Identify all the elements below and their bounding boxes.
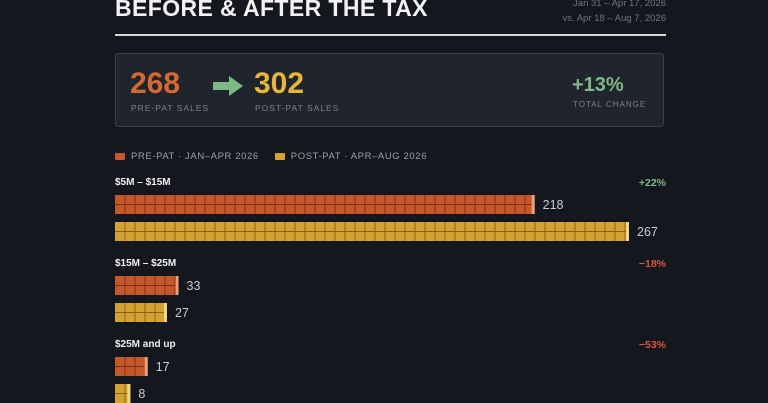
- post-pat-sales-value: 302: [254, 67, 305, 100]
- legend-item-pre: PRE-PAT · JAN–APR 2026: [115, 151, 259, 162]
- legend-item-post: POST-PAT · APR–AUG 2026: [274, 151, 428, 162]
- bar-pre-25m-up: [115, 357, 148, 376]
- total-change-value: +13%: [572, 74, 624, 96]
- page-title: BEFORE & AFTER THE TAX: [115, 0, 428, 21]
- title-divider: [115, 34, 666, 36]
- category-change-15m-25m: −18%: [638, 258, 666, 270]
- chart-legend: PRE-PAT · JAN–APR 2026 POST-PAT · APR–AU…: [115, 151, 443, 162]
- pre-pat-sales-label: PRE-PAT SALES: [131, 103, 210, 113]
- value-label-pre-25m-up: 17: [156, 360, 170, 374]
- pre-pat-sales-value: 268: [130, 67, 181, 100]
- date-range-pre: Jan 31 – Apr 17, 2026: [573, 0, 666, 9]
- date-range-post: vs. Apr 18 – Aug 7, 2026: [562, 13, 666, 24]
- bar-post-25m-up: [115, 384, 131, 403]
- legend-swatch-pre: [115, 153, 125, 160]
- arrow-right-icon: [213, 76, 243, 96]
- post-pat-sales-label: POST-PAT SALES: [255, 103, 340, 113]
- legend-swatch-post: [274, 153, 285, 160]
- category-change-25m-up: −53%: [638, 339, 666, 351]
- bar-post-5m-15m: [115, 222, 629, 241]
- category-label-5m-15m: $5M – $15M: [115, 177, 171, 188]
- legend-label-pre: PRE-PAT · JAN–APR 2026: [131, 151, 259, 162]
- category-label-25m-up: $25M and up: [115, 339, 176, 350]
- date-range: Jan 31 – Apr 17, 2026 vs. Apr 18 – Aug 7…: [562, 0, 666, 26]
- legend-label-post: POST-PAT · APR–AUG 2026: [290, 151, 428, 162]
- value-label-post-5m-15m: 267: [637, 225, 658, 239]
- value-label-pre-15m-25m: 33: [187, 279, 201, 293]
- value-label-post-15m-25m: 27: [175, 306, 189, 320]
- value-label-pre-5m-15m: 218: [543, 198, 564, 212]
- total-change-label: TOTAL CHANGE: [573, 100, 647, 109]
- bar-pre-5m-15m: [115, 195, 535, 214]
- kpi-panel: 268 PRE-PAT SALES 302 POST-PAT SALES +13…: [115, 53, 664, 127]
- bar-post-15m-25m: [115, 303, 167, 322]
- category-label-15m-25m: $15M – $25M: [115, 258, 177, 269]
- category-change-5m-15m: +22%: [638, 177, 666, 189]
- bar-pre-15m-25m: [115, 276, 179, 295]
- value-label-post-25m-up: 8: [138, 387, 145, 401]
